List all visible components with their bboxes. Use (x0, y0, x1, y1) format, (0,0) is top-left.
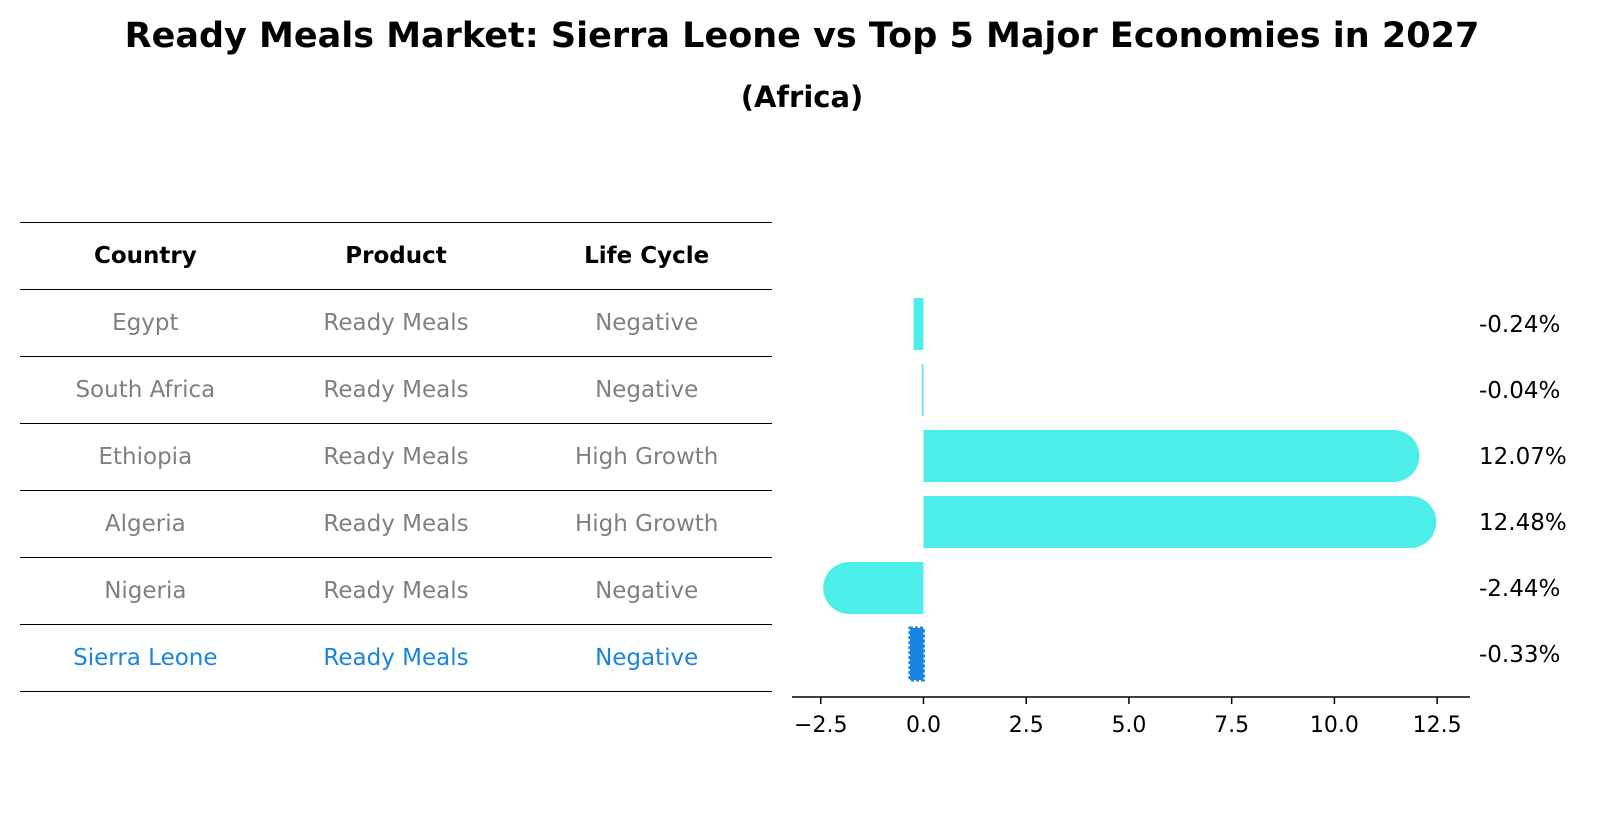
x-tick-label: −2.5 (794, 713, 847, 738)
table-header-row: Country Product Life Cycle (20, 222, 772, 289)
column-header-product: Product (345, 243, 447, 269)
bar-nigeria (823, 562, 924, 614)
chart-title: Ready Meals Market: Sierra Leone vs Top … (124, 16, 1480, 56)
life-cycle-cell: Negative (595, 377, 699, 403)
product-cell: Ready Meals (323, 310, 469, 336)
comparison-table: Country Product Life Cycle Egypt Ready M… (20, 222, 772, 692)
bar-ethiopia (923, 430, 1420, 482)
product-cell: Ready Meals (323, 511, 469, 537)
country-cell: Ethiopia (98, 444, 193, 470)
column-header-country: Country (93, 243, 197, 269)
product-cell: Ready Meals (323, 444, 469, 470)
table-row: Algeria Ready Meals High Growth (20, 490, 772, 557)
x-tick-label: 2.5 (1009, 713, 1044, 738)
product-cell: Ready Meals (323, 645, 469, 671)
country-cell: Egypt (112, 310, 179, 336)
data-label: -0.33% (1479, 642, 1560, 668)
column-header-life-cycle: Life Cycle (584, 243, 710, 269)
country-cell: South Africa (75, 377, 216, 403)
x-tick-label: 5.0 (1111, 713, 1146, 738)
bar-egypt (913, 298, 924, 350)
table-row: Ethiopia Ready Meals High Growth (20, 423, 772, 490)
life-cycle-cell: Negative (595, 310, 699, 336)
x-tick-label: 10.0 (1310, 713, 1359, 738)
country-cell: Nigeria (104, 578, 187, 604)
data-label: 12.07% (1479, 444, 1567, 470)
table-row: Nigeria Ready Meals Negative (20, 557, 772, 624)
x-tick-label: 12.5 (1413, 713, 1462, 738)
bar-south-africa (921, 364, 924, 416)
life-cycle-cell: High Growth (574, 444, 719, 470)
x-tick-label: 7.5 (1214, 713, 1249, 738)
country-cell: Algeria (104, 511, 186, 537)
chart-subtitle: (Africa) (740, 80, 864, 114)
country-cell: Sierra Leone (73, 645, 218, 671)
product-cell: Ready Meals (323, 578, 469, 604)
data-label: -2.44% (1479, 576, 1560, 602)
table-row-highlighted: Sierra Leone Ready Meals Negative (20, 624, 772, 692)
data-label: -0.24% (1479, 312, 1560, 338)
life-cycle-cell: Negative (595, 645, 699, 671)
data-label: 12.48% (1479, 510, 1567, 536)
table-row: Egypt Ready Meals Negative (20, 289, 772, 356)
bar-sierra-leone (908, 626, 925, 682)
product-cell: Ready Meals (323, 377, 469, 403)
life-cycle-cell: Negative (595, 578, 699, 604)
bar-algeria (923, 496, 1437, 548)
x-tick-label: 0.0 (906, 713, 941, 738)
table-row: South Africa Ready Meals Negative (20, 356, 772, 423)
life-cycle-cell: High Growth (574, 511, 719, 537)
data-label: -0.04% (1479, 378, 1560, 404)
